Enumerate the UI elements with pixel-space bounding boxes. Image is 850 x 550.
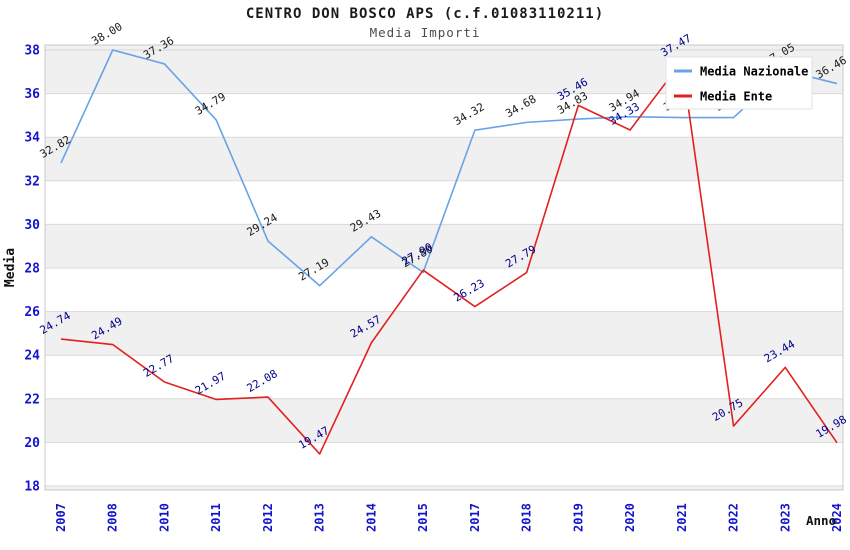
- x-tick-label: 2024: [830, 503, 844, 532]
- y-tick-label: 28: [24, 262, 40, 277]
- y-tick-label: 30: [24, 218, 40, 233]
- x-tick-label: 2008: [106, 503, 120, 532]
- x-tick-label: 2018: [520, 503, 534, 532]
- x-tick-label: 2023: [778, 503, 792, 532]
- legend-box: [665, 56, 813, 110]
- x-tick-label: 2011: [209, 503, 223, 532]
- plot-band: [45, 224, 843, 268]
- series-line-media-ente: [60, 60, 838, 455]
- chart-subtitle: Media Importi: [369, 25, 481, 40]
- y-axis-title: Media: [3, 248, 18, 287]
- y-tick-label: 22: [24, 392, 40, 407]
- x-tick-label: 2012: [261, 503, 275, 532]
- x-tick-label: 2014: [364, 503, 378, 532]
- plot-band: [45, 486, 843, 490]
- legend-label: Media Ente: [700, 90, 772, 104]
- x-tick-label: 2020: [623, 503, 637, 532]
- legend: Media Nazionale Media Ente: [665, 56, 813, 110]
- y-tick-label: 20: [24, 436, 40, 451]
- y-tick-label: 34: [24, 131, 40, 146]
- series-line-media-nazionale: [60, 49, 838, 287]
- plot-band: [45, 398, 843, 443]
- y-tick-label: 36: [24, 87, 40, 102]
- y-tick-label: 32: [24, 174, 40, 189]
- plot-band: [45, 137, 843, 181]
- y-tick-label: 18: [24, 480, 40, 495]
- y-tick-label: 24: [24, 349, 40, 364]
- y-tick-label: 26: [24, 305, 40, 320]
- y-tick-label: 38: [24, 44, 40, 59]
- x-tick-label: 2007: [54, 503, 68, 532]
- x-tick-label: 2017: [468, 503, 482, 532]
- x-axis-title: Anno: [806, 513, 836, 528]
- x-tick-label: 2010: [157, 503, 171, 532]
- legend-label: Media Nazionale: [700, 65, 808, 79]
- plot-border: [44, 44, 844, 491]
- x-tick-label: 2019: [571, 503, 585, 532]
- x-tick-label: 2021: [675, 503, 689, 532]
- chart-title: CENTRO DON BOSCO APS (c.f.01083110211): [245, 6, 605, 22]
- x-tick-label: 2022: [727, 503, 741, 532]
- plot-band: [45, 311, 843, 356]
- x-tick-label: 2015: [416, 503, 430, 532]
- x-tick-label: 2013: [313, 503, 327, 532]
